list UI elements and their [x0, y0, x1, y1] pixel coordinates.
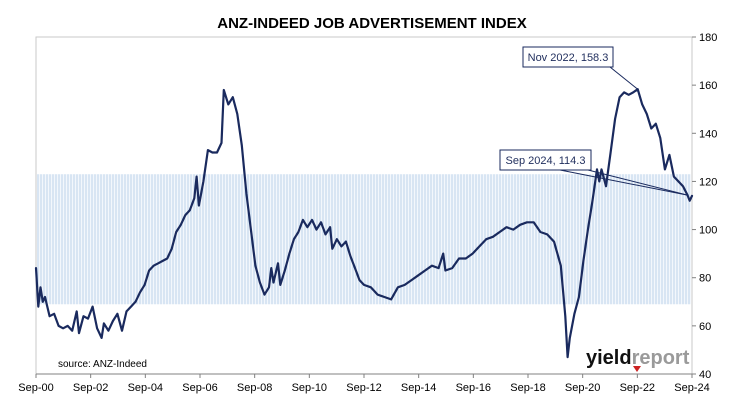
logo-accent-icon	[633, 366, 641, 372]
logo-part-report: report	[632, 347, 690, 369]
yieldreport-logo: yieldreport	[586, 347, 690, 372]
shaded-band-hatch	[37, 174, 690, 305]
x-tick-label: Sep-24	[674, 382, 709, 394]
logo-text: yieldreport	[586, 347, 690, 369]
y-tick-label: 180	[699, 32, 717, 44]
annotation-leader	[559, 169, 688, 196]
annotation-leader	[587, 169, 688, 196]
annotations: Nov 2022, 158.3 Sep 2024, 114.3	[499, 46, 688, 196]
y-tick-label: 100	[699, 225, 717, 237]
annotation-label: Nov 2022, 158.3	[528, 52, 609, 64]
x-tick-label: Sep-12	[346, 382, 381, 394]
x-tick-label: Sep-10	[292, 382, 327, 394]
y-tick-label: 160	[699, 80, 717, 92]
annotation-box	[499, 149, 592, 171]
y-tick-label: 140	[699, 128, 717, 140]
x-tick-label: Sep-22	[620, 382, 655, 394]
logo-part-yield: yield	[586, 347, 632, 369]
y-tick-label: 80	[699, 273, 711, 285]
series-line	[34, 88, 694, 359]
x-tick-label: Sep-02	[73, 382, 108, 394]
x-tick-label: Sep-16	[456, 382, 491, 394]
axes: Sep-00 Sep-02 Sep-04 Sep-06 Sep-08 Sep-10 Sep-…	[18, 32, 717, 394]
y-tick-label: 40	[699, 369, 711, 381]
annotation-box	[522, 46, 614, 68]
annotation-label: Sep 2024, 114.3	[506, 155, 586, 167]
x-tick-label: Sep-14	[401, 382, 436, 394]
x-tick-label: Sep-18	[510, 382, 545, 394]
chart-title: ANZ-INDEED JOB ADVERTISEMENT INDEX	[217, 15, 526, 32]
x-tick-label: Sep-00	[18, 382, 53, 394]
x-tick-label: Sep-06	[182, 382, 217, 394]
y-tick-label: 120	[699, 176, 717, 188]
annotation-leader	[609, 66, 639, 90]
source-note: source: ANZ-Indeed	[58, 359, 147, 370]
y-tick-label: 60	[699, 321, 711, 333]
x-tick-label: Sep-04	[128, 382, 163, 394]
series-layer	[34, 88, 694, 359]
x-tick-label: Sep-08	[237, 382, 272, 394]
x-tick-label: Sep-20	[565, 382, 600, 394]
